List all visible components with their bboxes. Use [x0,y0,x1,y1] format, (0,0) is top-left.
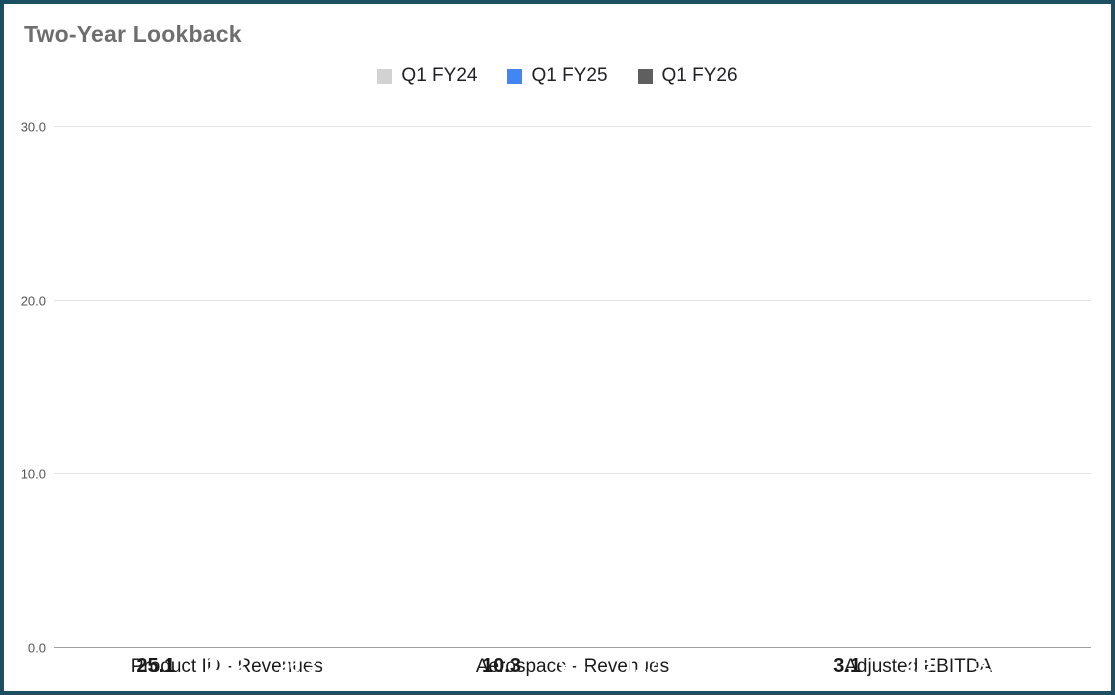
legend-item-q1-fy26: Q1 FY26 [637,65,738,87]
x-axis-line [54,647,1091,648]
y-tick-label: 0.0 [27,640,46,656]
legend-swatch-icon [507,68,523,84]
legend-swatch-icon [377,68,393,84]
x-category-label: Adjusted EBITDA [844,656,993,677]
chart-body: 0.0 10.0 20.0 30.0 25.1 23.2 26.3 10.3 9.8 11.4 3… [4,120,1111,677]
bar-value-label: 11.4 [624,655,663,677]
bar-value-label: 3.1 [975,655,1004,677]
legend-label: Q1 FY25 [531,65,608,86]
bar-value-label: 9.8 [558,655,587,677]
legend-label: Q1 FY24 [401,65,478,86]
bar-value-label: 23.2 [207,655,247,677]
y-axis: 0.0 10.0 20.0 30.0 [4,120,54,656]
gridline [54,126,1091,127]
bar-group-slot: 10.3 9.8 11.4 [400,127,746,677]
x-category-label: Product ID - Revenues [130,656,323,677]
bar-value-label: 2.5 [904,655,933,677]
gridline [54,473,1091,475]
legend: Q1 FY24 Q1 FY25 Q1 FY26 [4,62,1111,90]
bar-value-label: 25.1 [136,655,176,677]
y-tick-label: 30.0 [20,119,46,135]
bar-value-label: 26.3 [278,655,318,677]
bar-group-slot: 25.1 23.2 26.3 [54,127,400,677]
plot-area: 25.1 23.2 26.3 10.3 9.8 11.4 3.1 2.5 3.1 [54,126,1091,677]
chart-title: Two-Year Lookback [24,21,242,47]
legend-swatch-icon [637,68,653,84]
x-category-label: Aerospace - Revenues [475,656,670,677]
bar-value-label: 3.1 [833,655,862,677]
gridline [54,299,1091,301]
bar-group-slot: 3.1 2.5 3.1 [745,127,1091,677]
y-tick-label: 10.0 [20,466,46,482]
bar-value-label: 10.3 [482,655,521,677]
legend-label: Q1 FY26 [661,65,738,86]
y-tick-label: 20.0 [20,293,46,309]
legend-item-q1-fy24: Q1 FY24 [377,65,477,87]
legend-item-q1-fy25: Q1 FY25 [507,65,608,87]
bar-groups: 25.1 23.2 26.3 10.3 9.8 11.4 3.1 2.5 3.1 [54,127,1091,677]
x-axis-labels: Product ID - Revenues Aerospace - Revenue… [54,656,1091,678]
